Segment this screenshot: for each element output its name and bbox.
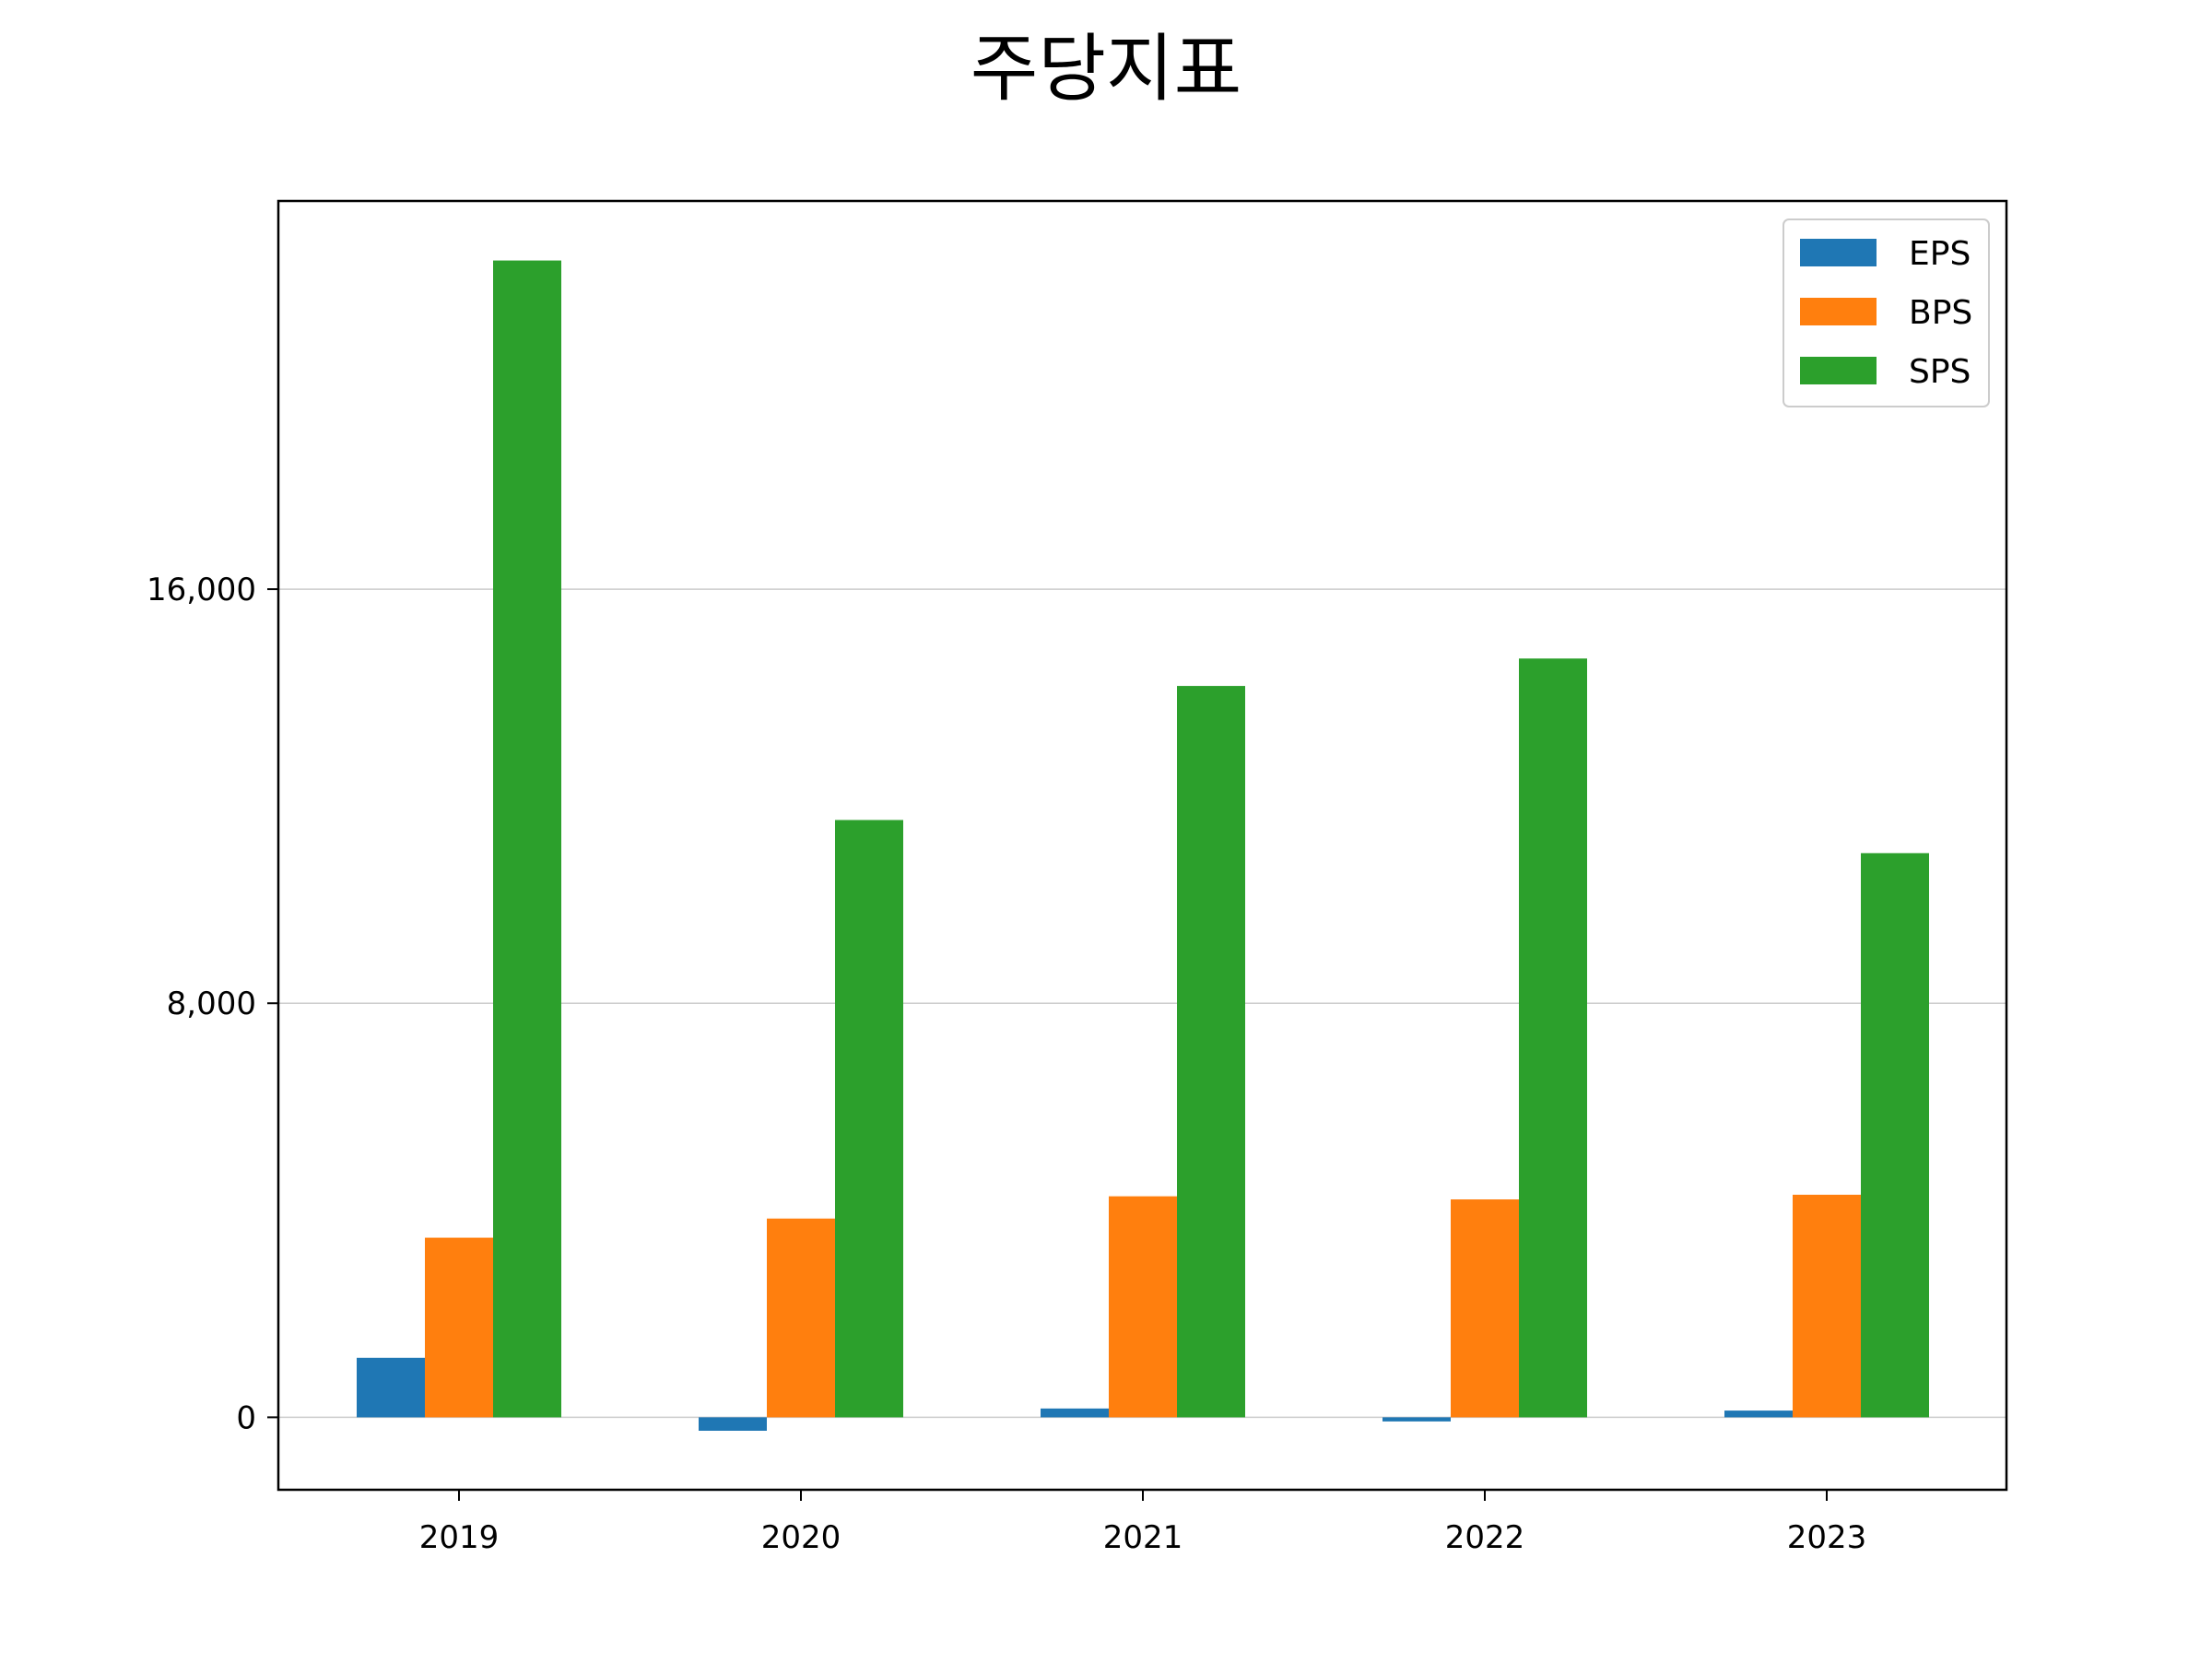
bar-bps <box>1793 1194 1861 1418</box>
x-tick-label: 2023 <box>1787 1519 1867 1556</box>
bar-sps <box>1519 658 1587 1418</box>
bar-bps <box>1109 1196 1177 1418</box>
bar-eps <box>1041 1408 1109 1418</box>
bar-sps <box>1177 686 1245 1418</box>
x-tick-label: 2019 <box>419 1519 500 1556</box>
bar-sps <box>1861 853 1929 1418</box>
legend-label-sps: SPS <box>1909 353 1971 391</box>
axes-frame <box>276 199 2008 1492</box>
legend-label-bps: BPS <box>1909 294 1972 332</box>
legend-swatch-eps <box>1800 239 1877 266</box>
bar-eps <box>1382 1417 1451 1422</box>
bar-sps <box>835 820 903 1418</box>
x-tick-label: 2020 <box>761 1519 841 1556</box>
y-tick-label: 8,000 <box>167 985 256 1022</box>
bar-bps <box>425 1237 493 1418</box>
chart-title: 주당지표 <box>970 26 1242 112</box>
y-tick-label: 16,000 <box>147 572 256 608</box>
y-tick-label: 0 <box>236 1399 256 1436</box>
bar-bps <box>767 1218 835 1418</box>
bar-eps <box>1724 1410 1793 1418</box>
legend-swatch-sps <box>1800 357 1877 384</box>
bar-eps <box>699 1417 767 1431</box>
x-tick-label: 2022 <box>1445 1519 1525 1556</box>
legend-label-eps: EPS <box>1909 235 1971 273</box>
x-tick-label: 2021 <box>1103 1519 1183 1556</box>
bar-sps <box>493 260 561 1418</box>
bar-bps <box>1451 1199 1519 1418</box>
bar-eps <box>357 1357 425 1418</box>
legend-swatch-bps <box>1800 298 1877 325</box>
